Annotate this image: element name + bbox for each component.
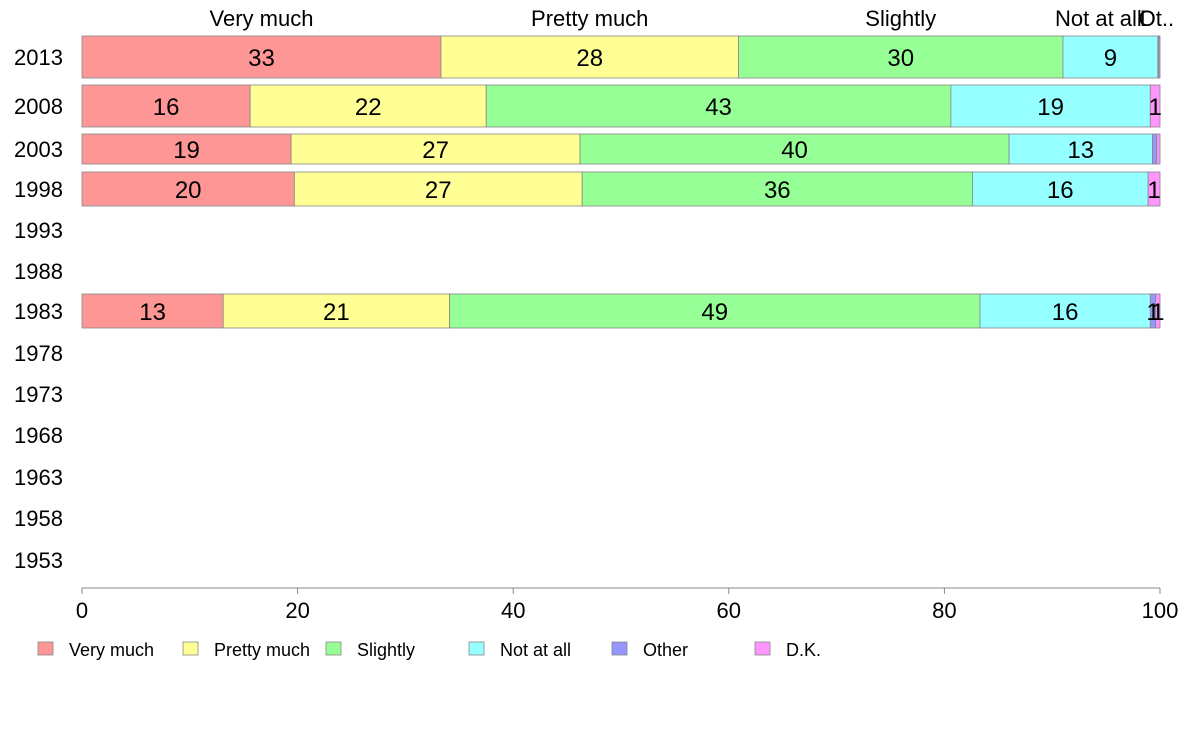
y-tick-label: 1963 <box>14 465 63 490</box>
legend-label: Very much <box>69 640 154 660</box>
x-tick-label: 20 <box>285 598 309 623</box>
bar-segment <box>979 293 1151 329</box>
y-tick-label: 2003 <box>14 137 63 162</box>
segment-value-label: 22 <box>355 94 382 121</box>
segment-value-label: 19 <box>1037 94 1064 121</box>
bar-segment <box>1149 84 1161 128</box>
bar-segment <box>485 84 952 128</box>
segment-value-label: 1 <box>1148 94 1161 121</box>
bar-segment <box>581 171 973 207</box>
bar-segment <box>449 293 981 329</box>
segment-value-label: 9 <box>1104 45 1117 72</box>
segment-value-label: 28 <box>576 45 603 72</box>
bar-segment <box>222 293 450 329</box>
segment-value-label: 27 <box>422 137 449 164</box>
segment-value-label: 16 <box>1052 299 1079 326</box>
segment-value-label: 19 <box>173 137 200 164</box>
x-tick-label: 40 <box>501 598 525 623</box>
segment-value-label: 1 <box>1147 177 1160 204</box>
segment-value-label: 43 <box>705 94 732 121</box>
bar-segment <box>81 293 224 329</box>
column-header: O <box>1138 6 1155 31</box>
column-header: Dt.. <box>1140 6 1174 31</box>
x-tick-label: 80 <box>932 598 956 623</box>
y-tick-label: 1968 <box>14 423 63 448</box>
bar-segment <box>972 171 1149 207</box>
legend-label: Not at all <box>500 640 571 660</box>
x-tick-label: 60 <box>717 598 741 623</box>
column-header: Slightly <box>865 6 936 31</box>
segment-value-label: 40 <box>781 137 808 164</box>
legend-swatch <box>37 641 54 656</box>
segment-value-label: 16 <box>1047 177 1074 204</box>
x-tick-label: 0 <box>76 598 88 623</box>
y-tick-label: 1978 <box>14 341 63 366</box>
bar-segment <box>950 84 1151 128</box>
y-tick-label: 2008 <box>14 94 63 119</box>
x-tick-label: 100 <box>1142 598 1179 623</box>
segment-value-label: 1 <box>1146 299 1159 326</box>
segment-value-label: 1 <box>1151 299 1164 326</box>
bar-segment <box>1155 293 1161 329</box>
segment-value-label: 36 <box>764 177 791 204</box>
y-tick-label: 1998 <box>14 177 63 202</box>
legend-swatch <box>182 641 199 656</box>
bar-segment <box>81 133 292 165</box>
bar-segment <box>1152 133 1158 165</box>
y-tick-label: 1958 <box>14 506 63 531</box>
segment-value-label: 13 <box>139 299 166 326</box>
bar-segment <box>81 171 295 207</box>
bar-segment <box>249 84 487 128</box>
legend-swatch <box>325 641 342 656</box>
bar-segment <box>440 35 739 79</box>
segment-value-label: 30 <box>887 45 914 72</box>
y-tick-label: 1973 <box>14 382 63 407</box>
bar-segment <box>579 133 1010 165</box>
segment-value-label: 21 <box>323 299 350 326</box>
column-header: Very much <box>210 6 314 31</box>
segment-value-label: 49 <box>701 299 728 326</box>
legend-label: Other <box>643 640 688 660</box>
segment-value-label: 13 <box>1067 137 1094 164</box>
legend-swatch <box>468 641 485 656</box>
legend-swatch <box>754 641 771 656</box>
legend-label: Pretty much <box>214 640 310 660</box>
y-tick-label: 2013 <box>14 45 63 70</box>
y-tick-label: 1983 <box>14 299 63 324</box>
bar-segment <box>1147 171 1161 207</box>
column-header: Pretty much <box>531 6 648 31</box>
legend-swatch <box>611 641 628 656</box>
segment-value-label: 27 <box>425 177 452 204</box>
segment-value-label: 16 <box>153 94 180 121</box>
bar-segment <box>1158 35 1161 79</box>
bar-segment <box>1156 133 1161 165</box>
segment-value-label: 20 <box>175 177 202 204</box>
bar-segment <box>81 84 251 128</box>
legend-label: D.K. <box>786 640 821 660</box>
column-header: Not at all <box>1055 6 1142 31</box>
y-tick-label: 1953 <box>14 548 63 573</box>
legend-label: Slightly <box>357 640 415 660</box>
segment-value-label: 33 <box>248 45 275 72</box>
y-tick-label: 1988 <box>14 259 63 284</box>
y-tick-label: 1993 <box>14 218 63 243</box>
